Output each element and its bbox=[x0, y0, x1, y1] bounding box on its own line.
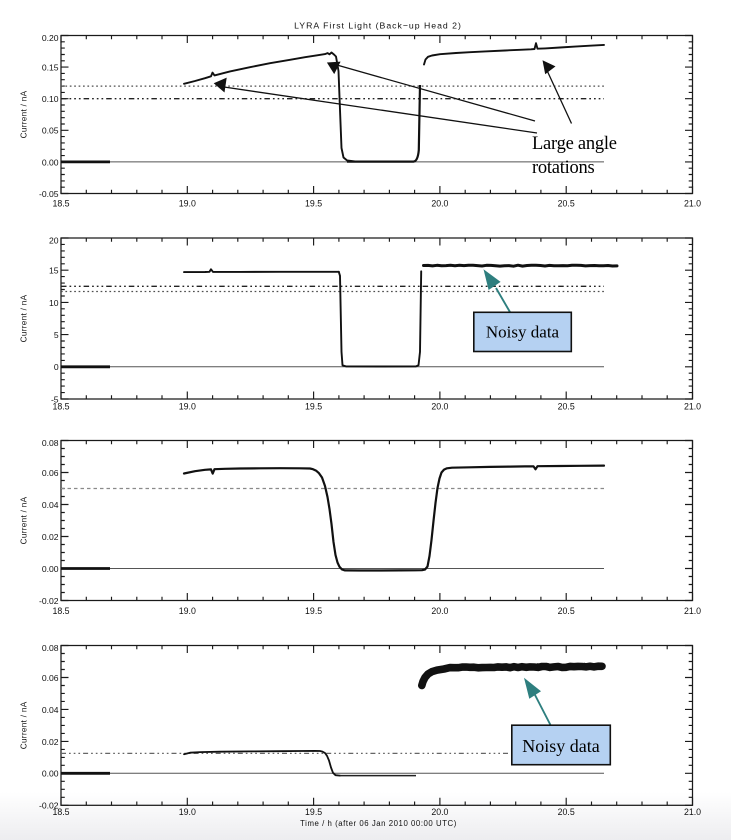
svg-text:19.5: 19.5 bbox=[305, 198, 322, 208]
svg-text:0.10: 0.10 bbox=[42, 94, 59, 104]
svg-text:Current / nA: Current / nA bbox=[20, 90, 29, 138]
svg-text:19.0: 19.0 bbox=[179, 606, 196, 616]
svg-text:-5: -5 bbox=[51, 394, 59, 404]
svg-text:21.0: 21.0 bbox=[684, 402, 701, 412]
svg-text:20.5: 20.5 bbox=[558, 606, 575, 616]
svg-text:0.04: 0.04 bbox=[42, 500, 59, 510]
svg-text:Current / nA: Current / nA bbox=[20, 701, 29, 749]
svg-text:0: 0 bbox=[54, 362, 59, 372]
svg-text:20.0: 20.0 bbox=[431, 807, 448, 817]
svg-text:Large angle: Large angle bbox=[532, 134, 617, 154]
svg-text:0.08: 0.08 bbox=[42, 643, 59, 653]
svg-text:Noisy data: Noisy data bbox=[486, 323, 560, 342]
svg-text:0.00: 0.00 bbox=[42, 769, 59, 779]
svg-text:0.15: 0.15 bbox=[42, 63, 59, 73]
svg-text:0.04: 0.04 bbox=[42, 705, 59, 715]
svg-text:21.0: 21.0 bbox=[684, 606, 701, 616]
svg-text:19.0: 19.0 bbox=[179, 402, 196, 412]
svg-text:0.20: 0.20 bbox=[42, 33, 59, 43]
svg-text:19.0: 19.0 bbox=[179, 807, 196, 817]
svg-text:20.5: 20.5 bbox=[558, 402, 575, 412]
svg-text:Time / h (after 06 Jan 2010 00: Time / h (after 06 Jan 2010 00:00 UTC) bbox=[300, 819, 457, 828]
svg-text:0.06: 0.06 bbox=[42, 468, 59, 478]
svg-text:15: 15 bbox=[49, 266, 59, 276]
svg-text:0.05: 0.05 bbox=[42, 126, 59, 136]
svg-text:20: 20 bbox=[49, 236, 59, 246]
svg-text:5: 5 bbox=[54, 330, 59, 340]
svg-text:20.5: 20.5 bbox=[558, 807, 575, 817]
svg-text:-0.05: -0.05 bbox=[39, 189, 59, 199]
svg-text:19.0: 19.0 bbox=[179, 198, 196, 208]
svg-text:18.5: 18.5 bbox=[52, 198, 69, 208]
svg-text:0.08: 0.08 bbox=[42, 438, 59, 448]
svg-text:0.02: 0.02 bbox=[42, 737, 59, 747]
svg-text:18.5: 18.5 bbox=[52, 606, 69, 616]
svg-text:19.5: 19.5 bbox=[305, 606, 322, 616]
svg-text:18.5: 18.5 bbox=[52, 402, 69, 412]
svg-text:-0.02: -0.02 bbox=[39, 596, 59, 606]
svg-text:19.5: 19.5 bbox=[305, 807, 322, 817]
svg-text:rotations: rotations bbox=[532, 158, 595, 178]
svg-text:18.5: 18.5 bbox=[52, 807, 69, 817]
svg-text:0.02: 0.02 bbox=[42, 532, 59, 542]
svg-text:0.00: 0.00 bbox=[42, 157, 59, 167]
svg-text:0.06: 0.06 bbox=[42, 673, 59, 683]
svg-text:Current / nA: Current / nA bbox=[20, 496, 29, 544]
svg-text:21.0: 21.0 bbox=[684, 198, 701, 208]
svg-text:20.0: 20.0 bbox=[431, 606, 448, 616]
svg-text:0.00: 0.00 bbox=[42, 564, 59, 574]
svg-text:10: 10 bbox=[49, 298, 59, 308]
svg-text:20.0: 20.0 bbox=[431, 198, 448, 208]
svg-text:20.5: 20.5 bbox=[558, 198, 575, 208]
svg-text:Current / nA: Current / nA bbox=[20, 294, 29, 342]
svg-text:Noisy data: Noisy data bbox=[522, 736, 599, 756]
svg-text:21.0: 21.0 bbox=[684, 807, 701, 817]
svg-text:19.5: 19.5 bbox=[305, 402, 322, 412]
svg-text:20.0: 20.0 bbox=[431, 402, 448, 412]
svg-text:LYRA First Light (Back−up Head: LYRA First Light (Back−up Head 2) bbox=[294, 21, 462, 31]
